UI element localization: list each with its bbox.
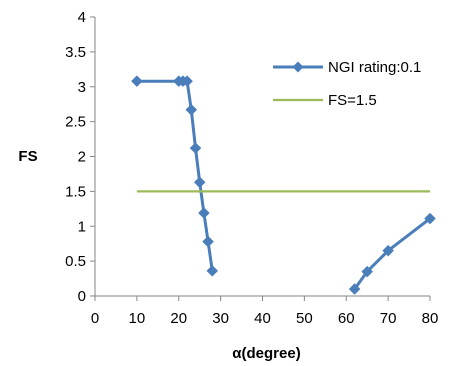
y-axis-title: FS	[18, 148, 37, 165]
data-point	[185, 103, 198, 116]
data-point	[202, 235, 214, 248]
legend-swatch-marker	[292, 61, 304, 73]
x-tick-label: 30	[212, 310, 229, 327]
x-tick-label: 80	[422, 310, 439, 327]
legend-label: FS=1.5	[328, 92, 377, 109]
y-tick-label: 2.5	[65, 114, 86, 131]
x-tick-label: 10	[129, 310, 146, 327]
y-tick-label: 0	[78, 288, 86, 305]
series-line	[136, 79, 214, 272]
y-tick-label: 0.5	[65, 253, 86, 270]
y-tick-label: 3.5	[65, 44, 86, 61]
data-point	[382, 244, 394, 257]
y-tick-label: 4	[78, 9, 86, 26]
legend-label: NGI rating:0.1	[328, 59, 421, 76]
x-tick-label: 60	[338, 310, 355, 327]
data-point	[131, 75, 143, 88]
plot-area	[131, 75, 436, 295]
axes: 00.511.522.533.540 10 20 30 40 50 60 70 80	[65, 9, 438, 327]
series-line	[353, 217, 431, 290]
data-point	[198, 207, 210, 219]
data-point	[189, 142, 202, 154]
y-tick-label: 2	[78, 149, 86, 166]
x-tick-label: 50	[296, 310, 313, 327]
x-tick-label: 40	[254, 310, 271, 327]
data-point	[206, 265, 219, 277]
x-tick-label: 20	[170, 310, 187, 327]
legend: NGI rating:0.1 FS=1.5	[273, 59, 421, 109]
data-point	[348, 283, 361, 295]
data-point	[424, 212, 436, 225]
y-tick-label: 1	[78, 218, 86, 235]
x-tick-label: 70	[380, 310, 397, 327]
data-point	[193, 176, 206, 189]
x-axis-title: α(degree)	[232, 345, 300, 362]
y-tick-label: 3	[78, 79, 86, 96]
data-point	[361, 265, 374, 278]
x-tick-label: 0	[91, 310, 99, 327]
data-point	[181, 75, 193, 88]
y-tick-label: 1.5	[65, 183, 86, 200]
series-ngi-rating	[131, 75, 436, 295]
